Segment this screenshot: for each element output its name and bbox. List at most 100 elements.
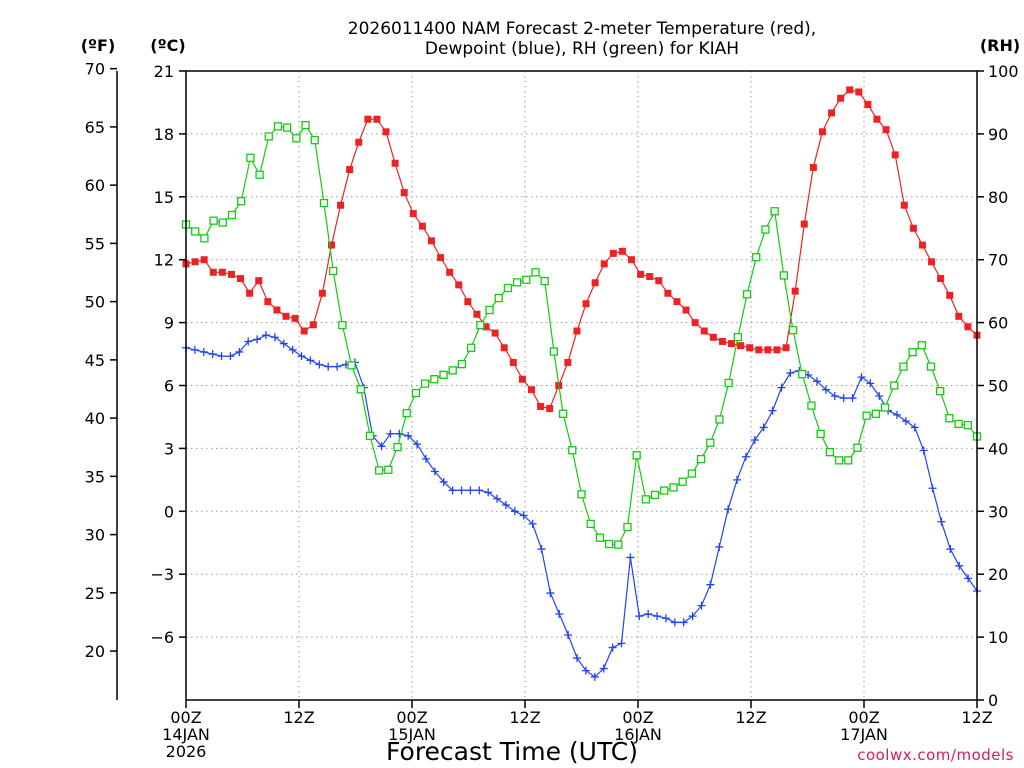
rh-tick-label: 40 [988, 439, 1008, 458]
temperature-point [900, 201, 908, 209]
dewpoint-point [519, 511, 528, 520]
temperature-point [537, 402, 545, 410]
temperature-point [837, 94, 845, 102]
temperature-point [918, 241, 926, 249]
relative-humidity-point [255, 170, 264, 179]
temperature-point [391, 159, 399, 167]
temperature-point [618, 247, 626, 255]
x-tick-label: 17JAN [840, 725, 888, 744]
dewpoint-point [830, 391, 839, 400]
celsius-tick-label: 0 [164, 502, 174, 521]
dewpoint-point [750, 436, 759, 445]
relative-humidity-point [319, 198, 329, 208]
celsius-tick-label: 9 [164, 314, 174, 333]
dewpoint-point [297, 352, 306, 361]
relative-humidity-point [191, 227, 200, 236]
dewpoint-point [421, 454, 430, 463]
temperature-point [928, 258, 936, 266]
x-tick-label: 15JAN [388, 725, 436, 744]
celsius-tick-label: −6 [150, 628, 174, 647]
temperature-point [609, 249, 617, 257]
dewpoint-point [315, 360, 324, 369]
temperature-point [246, 289, 254, 297]
series-layer [181, 86, 982, 681]
relative-humidity-point [678, 477, 687, 486]
x-tick-label: 16JAN [614, 725, 662, 744]
relative-humidity-point [770, 207, 779, 216]
relative-humidity-point [264, 132, 273, 141]
dewpoint-point [537, 545, 546, 554]
relative-humidity-point [356, 385, 365, 394]
rh-tick-label: 100 [988, 62, 1019, 81]
dewpoint-point [270, 333, 279, 342]
chart-title-line-2: Dewpoint (blue), RH (green) for KIAH [425, 39, 739, 59]
relative-humidity-point [669, 483, 678, 492]
dewpoint-point [475, 486, 484, 495]
temperature-point [600, 260, 608, 268]
temperature-point [828, 109, 836, 117]
dewpoint-point [377, 442, 386, 451]
x-tick-label: 12Z [283, 708, 314, 727]
temperature-point [218, 268, 226, 276]
x-tick-label: 2026 [166, 742, 207, 761]
temperature-point [855, 88, 863, 96]
temperature-point [946, 291, 954, 299]
x-tick-label: 00Z [848, 708, 879, 727]
dewpoint-series [182, 331, 981, 681]
temperature-point [882, 126, 890, 134]
temperature-point [955, 312, 963, 320]
temperature-point [427, 237, 435, 245]
dewpoint-point [626, 553, 635, 562]
dewpoint-point [288, 345, 297, 354]
temperature-point [573, 327, 581, 335]
relative-humidity-point [724, 378, 733, 388]
dewpoint-point [821, 385, 830, 394]
relative-humidity-point [586, 519, 595, 529]
temperature-point [464, 298, 472, 306]
temperature-point [491, 329, 499, 337]
dewpoint-point [395, 429, 404, 438]
temperature-point [864, 101, 872, 109]
dewpoint-point [581, 666, 590, 675]
temperature-point [700, 327, 708, 335]
dewpoint-point [937, 517, 946, 526]
dewpoint-point [901, 417, 910, 426]
temperature-point [773, 346, 781, 354]
celsius-tick-label: 18 [154, 125, 174, 144]
fahrenheit-tick-label: 20 [85, 642, 105, 661]
relative-humidity-point [347, 361, 356, 370]
temperature-point [327, 241, 335, 249]
dewpoint-point [501, 501, 510, 510]
relative-humidity-point [742, 290, 752, 299]
relative-humidity-point [871, 409, 880, 418]
fahrenheit-tick-label: 65 [85, 118, 105, 137]
relative-humidity-point [834, 456, 844, 465]
relative-humidity-point [384, 465, 393, 474]
celsius-tick-label: 12 [154, 251, 174, 270]
dewpoint-point [279, 339, 288, 348]
relative-humidity-point [954, 419, 963, 429]
temperature-point [264, 298, 272, 306]
rh-tick-label: 80 [988, 188, 1008, 207]
x-tick-label: 14JAN [162, 725, 210, 744]
temperature-point [446, 268, 454, 276]
dewpoint-point [866, 379, 875, 388]
dewpoint-point [848, 394, 857, 403]
relative-humidity-point [310, 136, 319, 145]
dewpoint-point [706, 580, 715, 589]
temperature-point [764, 346, 772, 354]
relative-humidity-point [439, 370, 448, 379]
relative-humidity-point [430, 375, 439, 384]
relative-humidity-point [936, 387, 945, 396]
x-tick-label: 12Z [509, 708, 540, 727]
dewpoint-point [573, 654, 582, 663]
fahrenheit-tick-label: 40 [85, 409, 105, 428]
relative-humidity-point [917, 341, 926, 350]
dewpoint-point [644, 610, 653, 619]
dewpoint-point [555, 610, 564, 619]
temperature-point [437, 254, 445, 262]
temperature-point [482, 323, 490, 331]
dewpoint-point [190, 345, 199, 354]
celsius-tick-label: 6 [164, 377, 174, 396]
